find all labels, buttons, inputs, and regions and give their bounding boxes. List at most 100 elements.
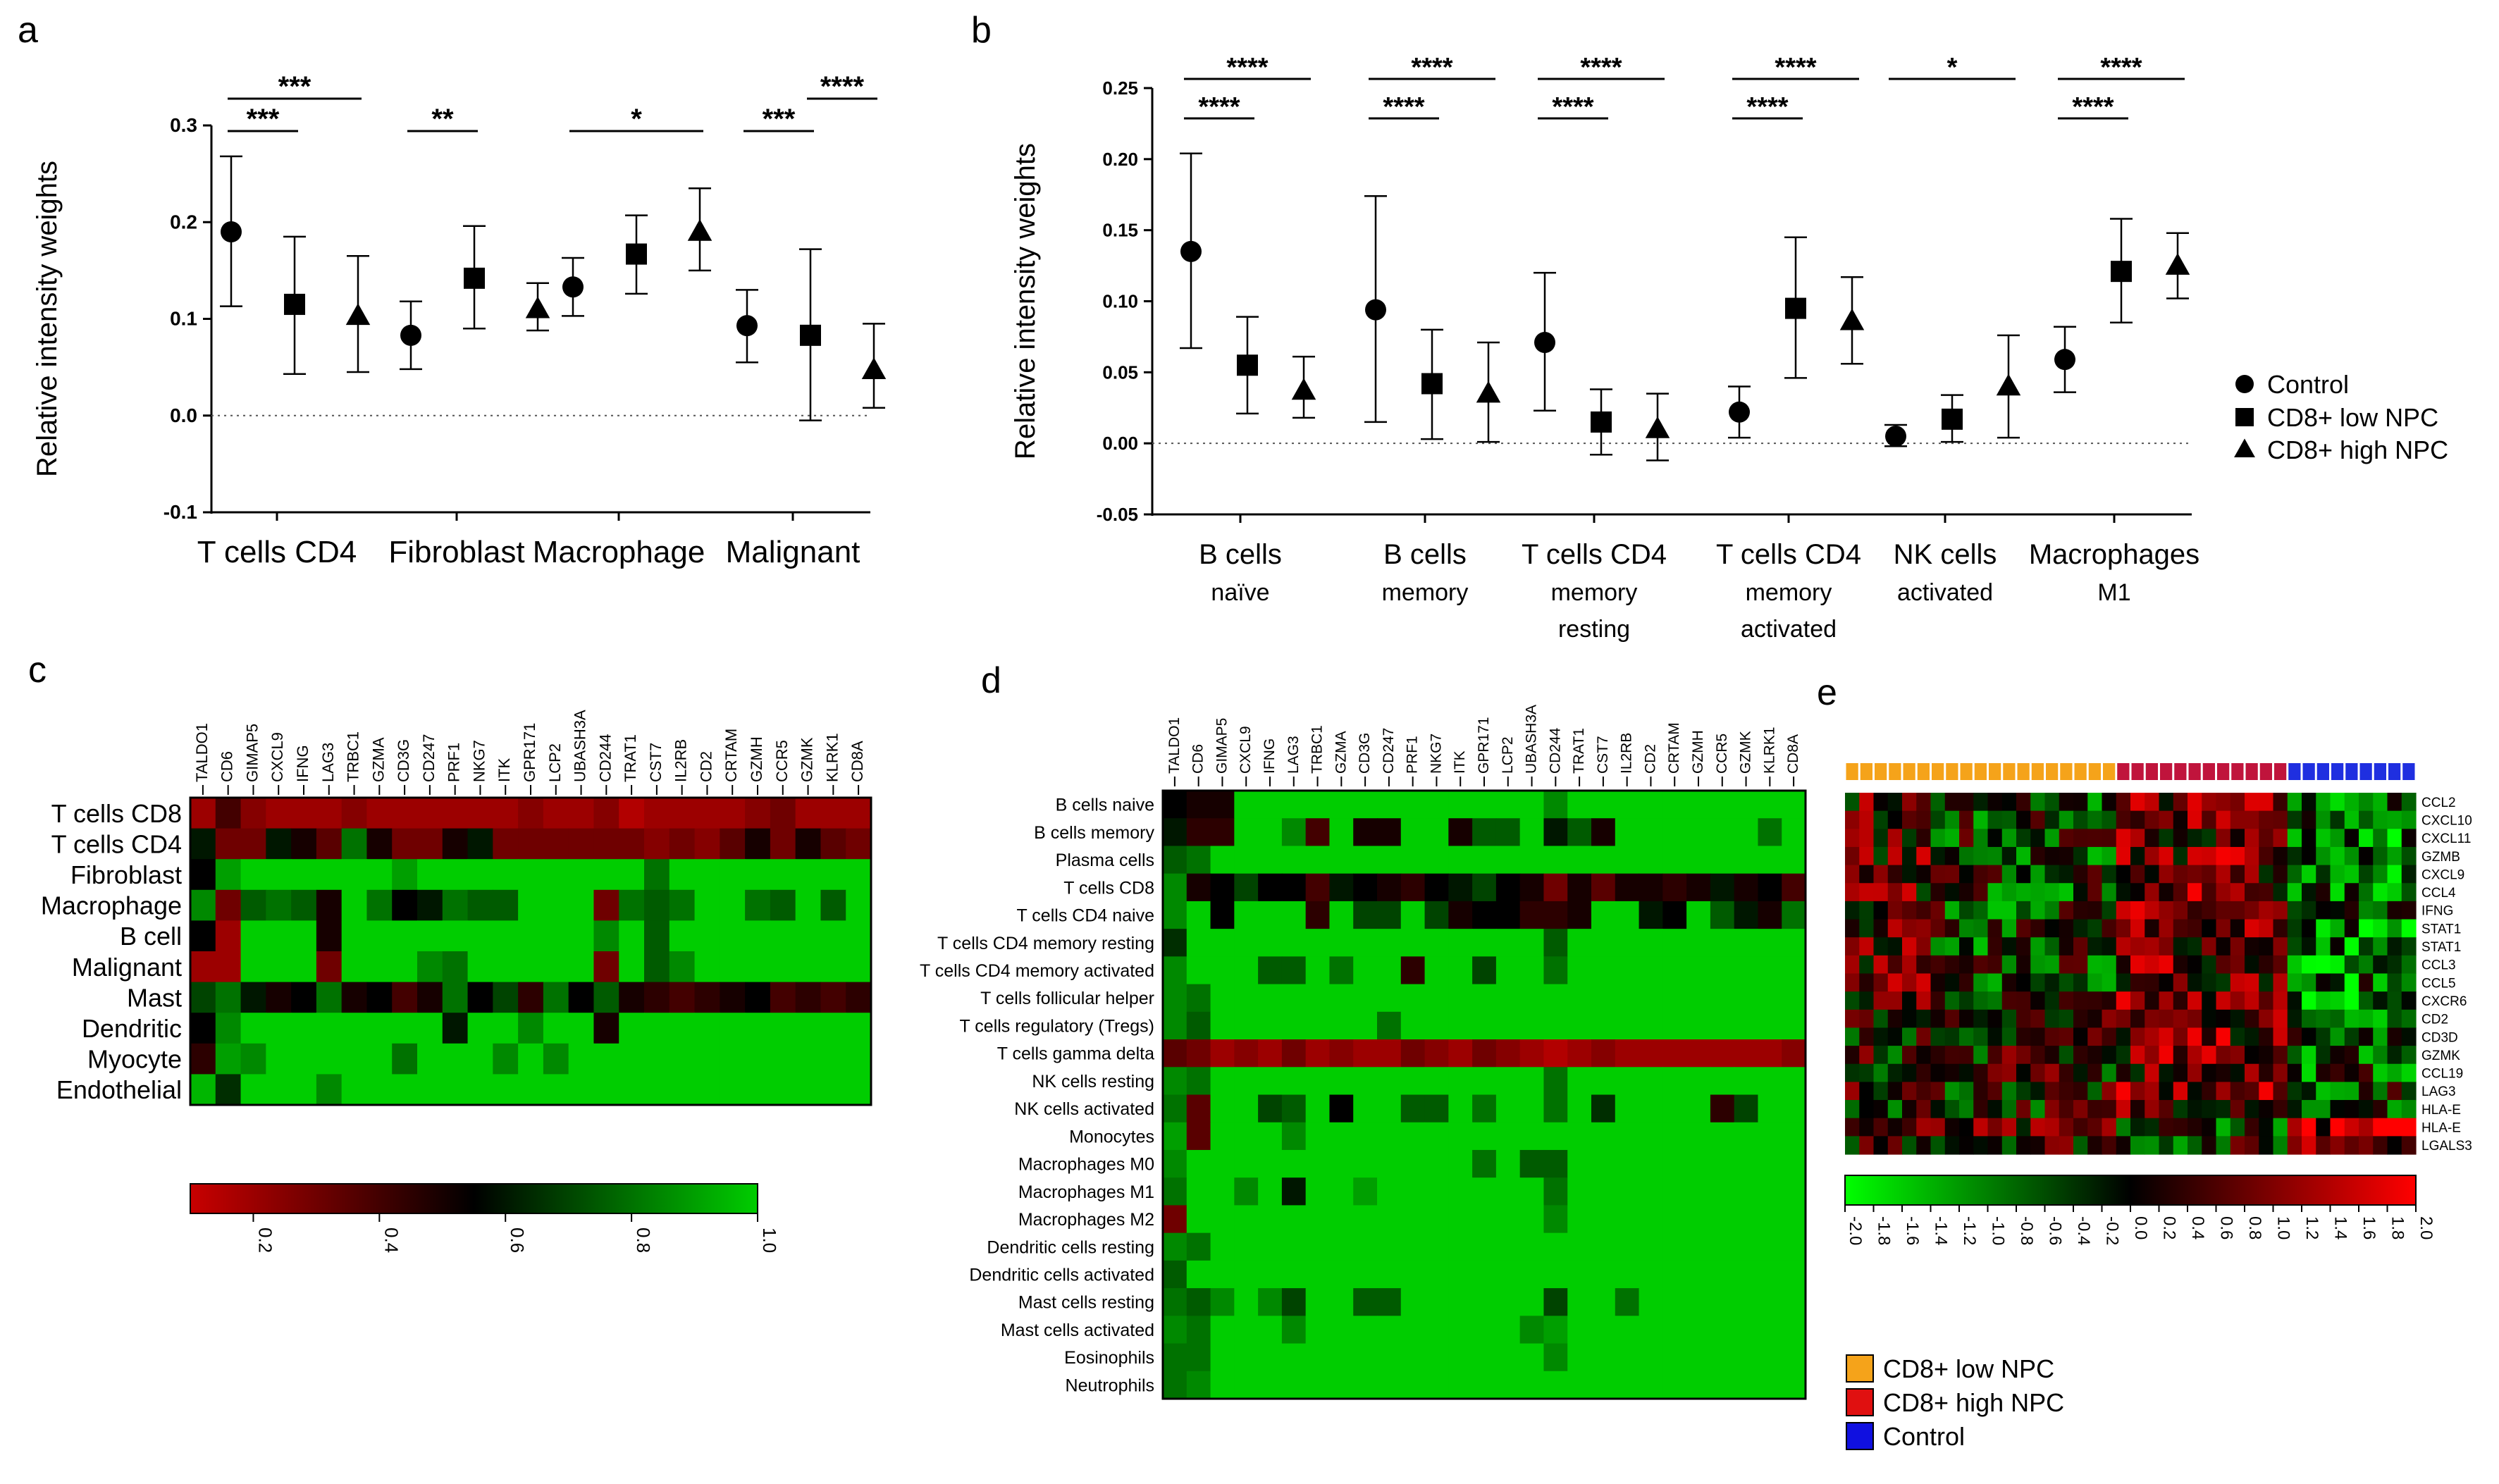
heatmap-cell	[1424, 1260, 1449, 1289]
heatmap-cell	[2001, 883, 2017, 902]
heatmap-cell	[493, 1013, 519, 1044]
significance-label: ****	[2100, 53, 2142, 82]
heatmap-cell	[1959, 1046, 1974, 1065]
column-label-gzma: GZMA	[1333, 731, 1349, 774]
heatmap-cell	[2387, 883, 2402, 902]
heatmap-cell	[1186, 1011, 1211, 1040]
heatmap-cell	[1210, 791, 1235, 819]
heatmap-cell	[2287, 829, 2302, 848]
heatmap-cell	[2330, 1063, 2345, 1082]
heatmap-cell	[1686, 1149, 1711, 1178]
heatmap-cell	[1329, 1067, 1354, 1096]
heatmap-cell	[2145, 1100, 2160, 1119]
column-label-ccr5: CCR5	[1714, 734, 1730, 774]
heatmap-cell	[2216, 1082, 2231, 1101]
heatmap-cell	[2387, 937, 2402, 956]
heatmap-cell	[644, 798, 670, 829]
heatmap-cell	[2087, 829, 2103, 848]
heatmap-cell	[2387, 1046, 2402, 1065]
heatmap-cell	[1686, 1177, 1711, 1206]
heatmap-cell	[1519, 1205, 1545, 1234]
heatmap-cell	[1186, 1067, 1211, 1096]
heatmap-cell	[770, 1013, 796, 1044]
heatmap-cell	[1916, 846, 1932, 866]
heatmap-cell	[1987, 793, 2003, 812]
heatmap-cell	[1591, 1067, 1616, 1096]
heatmap-cell	[417, 1074, 443, 1106]
heatmap-cell	[1400, 1316, 1426, 1344]
heatmap-cell	[190, 1013, 216, 1044]
heatmap-cell	[1281, 1232, 1307, 1261]
point-control	[400, 324, 421, 346]
heatmap-cell	[1543, 1343, 1568, 1372]
heatmap-cell	[1495, 1094, 1521, 1123]
heatmap-cell	[1163, 1177, 1187, 1206]
heatmap-cell	[1615, 1205, 1640, 1234]
heatmap-cell	[1710, 956, 1735, 985]
heatmap-cell	[392, 828, 418, 860]
heatmap-cell	[1959, 1100, 1974, 1119]
heatmap-cell	[2145, 883, 2160, 902]
heatmap-cell	[1615, 984, 1640, 1013]
heatmap-cell	[417, 859, 443, 891]
heatmap-cell	[1519, 929, 1545, 957]
column-label-lcp2: LCP2	[546, 743, 564, 782]
heatmap-cell	[1639, 1316, 1663, 1344]
heatmap-cell	[1639, 1232, 1663, 1261]
heatmap-cell	[2245, 810, 2259, 829]
heatmap-cell	[1734, 1122, 1759, 1151]
heatmap-cell	[770, 889, 796, 921]
heatmap-cell	[2030, 1046, 2046, 1065]
heatmap-cell	[2145, 991, 2160, 1010]
heatmap-cell	[1258, 1316, 1283, 1344]
heatmap-cell	[1639, 791, 1663, 819]
heatmap-cell	[1424, 929, 1449, 957]
heatmap-cell	[190, 982, 216, 1013]
heatmap-cell	[1916, 810, 1932, 829]
heatmap-cell	[2145, 919, 2160, 938]
heatmap-cell	[694, 828, 720, 860]
heatmap-cell	[720, 1074, 746, 1106]
colorbar-tick-label: 1.8	[2388, 1216, 2407, 1239]
heatmap-cell	[2202, 793, 2217, 812]
heatmap-cell	[442, 1074, 469, 1106]
heatmap-cell	[2087, 937, 2103, 956]
heatmap-cell	[1281, 984, 1307, 1013]
gene-label-cxcl11: CXCL11	[2421, 831, 2471, 846]
heatmap-cell	[1662, 818, 1687, 847]
heatmap-cell	[593, 798, 619, 829]
heatmap-cell	[1959, 1082, 1974, 1101]
column-label-ubash3a: UBASH3A	[572, 710, 589, 782]
heatmap-cell	[2202, 901, 2217, 920]
heatmap-cell	[2145, 901, 2160, 920]
heatmap-cell	[2273, 883, 2288, 902]
heatmap-cell	[1258, 1177, 1283, 1206]
heatmap-cell	[1305, 873, 1331, 902]
heatmap-cell	[2373, 883, 2388, 902]
heatmap-cell	[366, 982, 393, 1013]
column-label-klrk1: KLRK1	[823, 733, 841, 782]
heatmap-cell	[1186, 956, 1211, 985]
heatmap-cell	[795, 982, 822, 1013]
heatmap-cell	[1859, 793, 1875, 812]
column-label-gpr171: GPR171	[1476, 717, 1492, 774]
heatmap-cell	[2259, 883, 2274, 902]
heatmap-cell	[2273, 793, 2288, 812]
heatmap-cell	[1782, 1149, 1806, 1178]
row-label-t-cells-cd4-memory-activated: T cells CD4 memory activated	[920, 961, 1154, 981]
heatmap-cell	[1163, 929, 1187, 957]
heatmap-cell	[2044, 829, 2060, 848]
heatmap-cell	[291, 859, 317, 891]
point-control	[1180, 240, 1202, 262]
heatmap-cell	[1782, 1343, 1806, 1372]
heatmap-cell	[1400, 846, 1426, 874]
heatmap-cell	[1959, 1063, 1974, 1082]
row-label-b-cell: B cell	[120, 922, 182, 951]
heatmap-cell	[2001, 1063, 2017, 1082]
heatmap-cell	[2102, 829, 2117, 848]
heatmap-cell	[190, 859, 216, 891]
heatmap-cell	[2130, 883, 2145, 902]
heatmap-cell	[2130, 1118, 2145, 1137]
heatmap-cell	[619, 889, 645, 921]
heatmap-cell	[1873, 1009, 1889, 1029]
